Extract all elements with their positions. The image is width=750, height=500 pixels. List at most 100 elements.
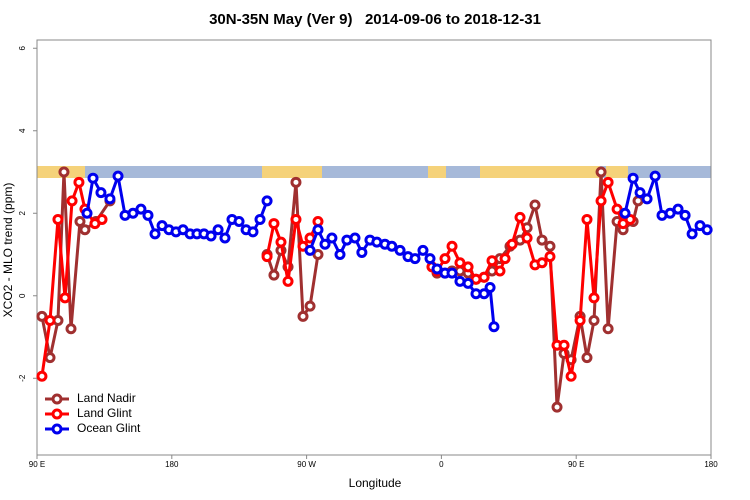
data-point: [275, 236, 287, 248]
legend-marker: [51, 423, 63, 435]
x-tick-label: 180: [165, 460, 179, 469]
data-point: [602, 323, 614, 335]
data-point: [268, 269, 280, 281]
data-point: [581, 352, 593, 364]
data-point: [304, 300, 316, 312]
x-axis-label: Longitude: [349, 476, 402, 490]
data-point: [672, 203, 684, 215]
data-point: [595, 195, 607, 207]
data-point: [417, 244, 429, 256]
data-point: [632, 195, 644, 207]
data-point: [149, 228, 161, 240]
data-point: [386, 240, 398, 252]
data-point: [446, 267, 458, 279]
data-point: [290, 176, 302, 188]
data-point: [446, 240, 458, 252]
data-point: [334, 249, 346, 261]
data-point: [574, 315, 586, 327]
data-point: [484, 282, 496, 294]
data-point: [454, 257, 466, 269]
legend-label: Land Glint: [77, 406, 132, 420]
legend-label: Ocean Glint: [77, 421, 141, 435]
data-point: [409, 253, 421, 265]
data-point: [581, 213, 593, 225]
data-point: [261, 251, 273, 263]
data-point: [701, 224, 713, 236]
data-point: [44, 352, 56, 364]
data-point: [96, 213, 108, 225]
data-point: [544, 240, 556, 252]
data-point: [634, 187, 646, 199]
y-tick-label: -2: [18, 374, 27, 382]
data-point: [142, 209, 154, 221]
data-point: [312, 249, 324, 261]
data-point: [544, 251, 556, 263]
data-point: [649, 170, 661, 182]
data-point: [58, 166, 70, 178]
data-point: [514, 211, 526, 223]
data-point: [65, 323, 77, 335]
data-point: [66, 195, 78, 207]
data-point: [558, 339, 570, 351]
data-point: [619, 207, 631, 219]
data-point: [127, 207, 139, 219]
data-point: [431, 263, 443, 275]
data-point: [36, 310, 48, 322]
chart-title: 30N-35N May (Ver 9) 2014-09-06 to 2018-1…: [209, 11, 541, 28]
x-tick-label: 0: [439, 460, 444, 469]
data-point: [478, 271, 490, 283]
data-point: [486, 255, 498, 267]
data-point: [73, 176, 85, 188]
data-point: [529, 199, 541, 211]
x-tick-label: 90 W: [297, 460, 316, 469]
data-point: [478, 288, 490, 300]
data-point: [59, 292, 71, 304]
data-point: [595, 166, 607, 178]
data-point: [135, 203, 147, 215]
data-point: [212, 224, 224, 236]
legend-marker: [51, 408, 63, 420]
data-point: [536, 257, 548, 269]
data-point: [36, 370, 48, 382]
data-point: [394, 244, 406, 256]
data-point: [499, 253, 511, 265]
data-point: [268, 218, 280, 230]
data-point: [627, 172, 639, 184]
plot-frame: [36, 39, 712, 456]
data-point: [462, 261, 474, 273]
x-tick-label: 90 E: [29, 460, 45, 469]
data-point: [664, 207, 676, 219]
data-point: [551, 401, 563, 413]
map-strip: [37, 166, 711, 178]
legend-label: Land Nadir: [77, 391, 136, 405]
data-point: [536, 234, 548, 246]
data-point: [319, 238, 331, 250]
data-point: [297, 310, 309, 322]
data-point: [290, 213, 302, 225]
data-point: [602, 176, 614, 188]
data-point: [521, 232, 533, 244]
data-point: [95, 187, 107, 199]
data-point: [44, 315, 56, 327]
data-point: [81, 207, 93, 219]
data-point: [326, 232, 338, 244]
data-point: [261, 195, 273, 207]
data-point: [641, 193, 653, 205]
data-point: [282, 275, 294, 287]
data-point: [87, 172, 99, 184]
data-point: [247, 226, 259, 238]
legend-marker: [51, 393, 63, 405]
data-point: [205, 230, 217, 242]
x-tick-label: 180: [704, 460, 718, 469]
data-point: [439, 253, 451, 265]
x-tick-label: 90 E: [568, 460, 584, 469]
data-point: [494, 265, 506, 277]
data-point: [424, 253, 436, 265]
data-point: [74, 216, 86, 228]
y-tick-label: 6: [18, 45, 27, 50]
series-line: [40, 171, 640, 408]
data-point: [356, 246, 368, 258]
data-point: [304, 244, 316, 256]
data-point: [112, 170, 124, 182]
data-point: [233, 216, 245, 228]
